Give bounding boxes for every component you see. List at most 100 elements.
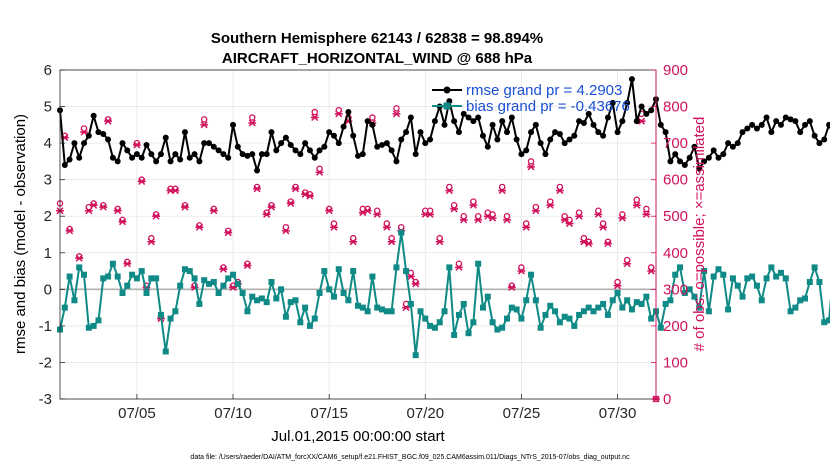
obs-assimilated-point — [455, 263, 463, 271]
obs-assimilated-point — [147, 238, 156, 246]
obs-assimilated-point — [555, 187, 564, 195]
rmse-point — [105, 136, 112, 143]
rmse-point — [576, 118, 583, 125]
rmse-point — [710, 147, 717, 154]
rmse-point — [350, 132, 357, 139]
obs-assimilated-glyph — [531, 207, 540, 215]
rmse-point — [465, 114, 472, 121]
y2-tick-label: 100 — [663, 354, 688, 371]
bias-point — [138, 268, 145, 275]
bias-point — [513, 306, 520, 313]
obs-assimilated-glyph — [503, 216, 511, 224]
bias-point — [109, 260, 116, 267]
obs-assimilated-glyph — [426, 210, 434, 218]
bias-point — [729, 275, 736, 282]
rmse-point — [340, 123, 347, 130]
bias-point — [758, 297, 765, 304]
bias-point — [210, 279, 217, 286]
rmse-point — [153, 158, 160, 165]
bias-point — [489, 319, 496, 326]
obs-assimilated-point — [171, 187, 180, 195]
obs-assimilated-glyph — [123, 260, 132, 268]
data-file-footnote: data file: /Users/raeder/DAI/ATM_forcXX/… — [190, 454, 630, 461]
rmse-point — [580, 120, 587, 127]
rmse-point — [686, 154, 693, 161]
bias-point — [114, 273, 121, 280]
rmse-point — [662, 129, 669, 136]
rmse-point — [292, 147, 299, 154]
rmse-point — [321, 143, 328, 150]
bias-point — [614, 289, 621, 296]
bias-point — [254, 297, 261, 304]
rmse-point — [542, 151, 549, 158]
rmse-point — [513, 136, 520, 143]
rmse-point — [417, 129, 424, 136]
rmse-point — [753, 125, 760, 132]
rmse-point — [249, 151, 256, 158]
obs-assimilated-glyph — [469, 201, 478, 209]
rmse-point — [441, 121, 448, 128]
rmse-point — [739, 129, 746, 136]
rmse-point — [749, 121, 756, 128]
obs-assimilated-glyph — [113, 207, 122, 215]
rmse-point — [619, 118, 626, 125]
bias-point — [244, 308, 251, 315]
rmse-point — [484, 143, 491, 150]
obs-possible-point — [393, 105, 400, 112]
bias-point — [672, 271, 679, 278]
bias-point — [393, 264, 400, 271]
rmse-point — [427, 136, 434, 143]
y-tick-label: 1 — [44, 245, 52, 262]
obs-assimilated-glyph — [406, 273, 415, 281]
obs-assimilated-glyph — [330, 223, 338, 231]
rmse-point — [345, 109, 352, 116]
bias-point — [528, 271, 535, 278]
bias-point — [417, 308, 424, 315]
rmse-point — [196, 158, 203, 165]
bias-point — [330, 293, 337, 300]
rmse-point — [537, 140, 544, 147]
obs-assimilated-point — [267, 203, 276, 211]
rmse-point — [797, 129, 804, 136]
rmse-point — [177, 156, 184, 163]
obs-assimilated-point — [406, 273, 415, 281]
y-tick-label: -1 — [39, 318, 52, 335]
bias-point — [802, 295, 808, 302]
rmse-point — [638, 103, 645, 110]
bias-point — [777, 269, 784, 276]
bias-point — [451, 332, 458, 339]
bias-point — [725, 306, 732, 313]
obs-assimilated-point — [291, 185, 300, 193]
rmse-point — [76, 154, 83, 161]
bias-point — [590, 308, 597, 315]
rmse-point — [566, 136, 573, 143]
rmse-point — [388, 147, 395, 154]
bias-point — [739, 293, 746, 300]
rmse-point — [383, 140, 390, 147]
bias-point — [475, 260, 482, 267]
rmse-point — [609, 99, 616, 106]
obs-assimilated-point — [306, 192, 314, 200]
bias-point — [710, 273, 717, 280]
rmse-point — [604, 114, 611, 121]
bias-point — [821, 319, 828, 326]
obs-assimilated-point — [118, 218, 127, 226]
obs-assimilated-glyph — [75, 254, 84, 262]
legend-rmse-text: rmse grand pr = 4.2903 — [466, 82, 622, 99]
bias-point — [470, 319, 477, 326]
rmse-point — [191, 151, 198, 158]
obs-assimilated-glyph — [459, 216, 468, 224]
bias-point — [595, 304, 602, 311]
rmse-point — [66, 156, 73, 163]
obs-assimilated-glyph — [152, 212, 161, 220]
bias-point — [181, 266, 188, 273]
rmse-point — [811, 132, 818, 139]
obs-assimilated-glyph — [450, 205, 459, 213]
rmse-point — [782, 114, 789, 121]
bias-point — [686, 286, 693, 293]
obs-assimilated-point — [411, 280, 420, 288]
obs-assimilated-point — [334, 110, 343, 118]
x-tick-label: 07/25 — [503, 405, 541, 422]
obs-assimilated-glyph — [133, 141, 141, 149]
obs-assimilated-glyph — [474, 216, 483, 224]
